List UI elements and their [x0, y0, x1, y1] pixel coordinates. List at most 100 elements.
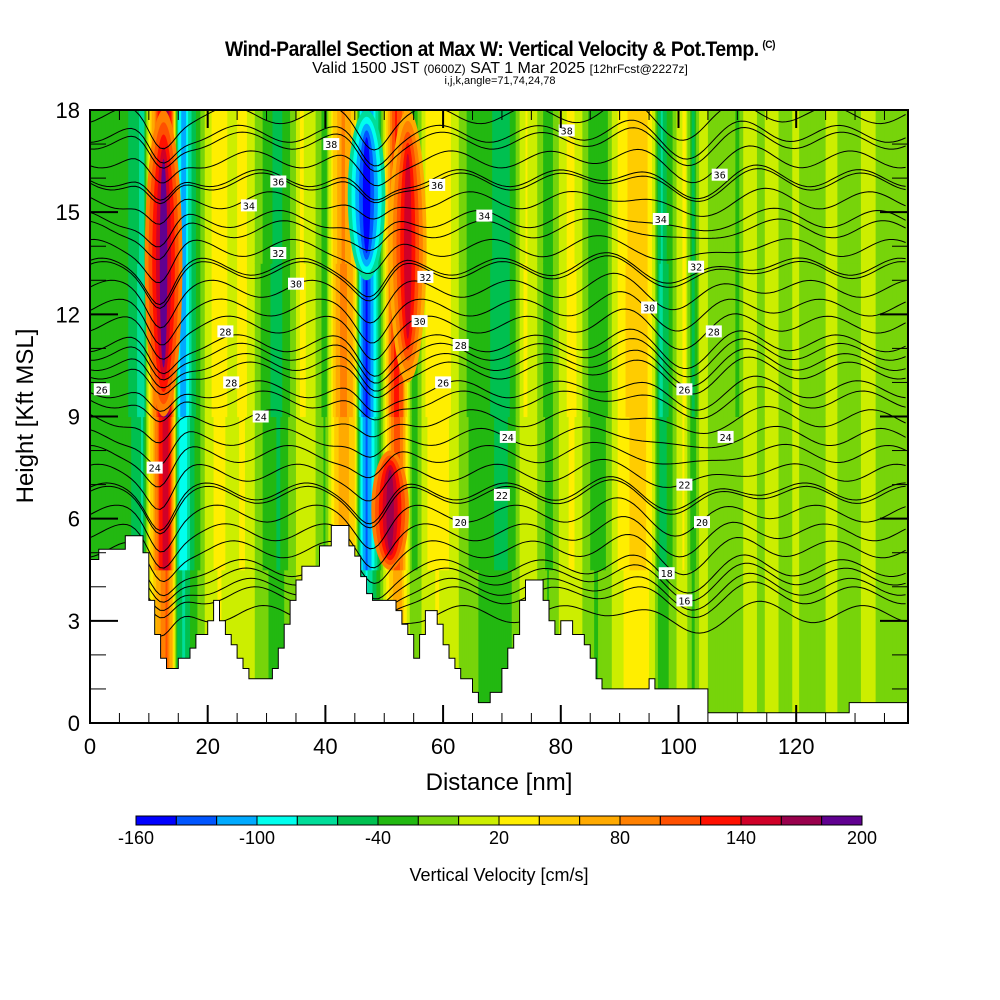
w-cell — [584, 263, 587, 418]
w-cell — [578, 416, 582, 571]
w-cell — [788, 263, 791, 418]
w-cell — [764, 110, 768, 264]
w-cell — [144, 110, 147, 264]
w-cell — [601, 569, 605, 723]
w-cell — [764, 263, 768, 418]
w-cell — [766, 263, 770, 418]
w-cell — [631, 569, 634, 723]
w-cell — [786, 569, 789, 723]
w-cell — [156, 416, 159, 571]
w-cell — [268, 263, 272, 418]
w-cell — [872, 263, 877, 418]
w-cell — [588, 263, 591, 418]
w-cell — [662, 110, 666, 264]
theta-contour-line — [90, 572, 906, 614]
w-cell — [733, 569, 736, 723]
w-cell — [674, 110, 678, 264]
w-cell — [694, 263, 697, 418]
w-cell — [782, 569, 786, 723]
w-cell — [421, 263, 425, 418]
w-cell — [337, 263, 340, 418]
w-cell — [652, 416, 655, 571]
w-cell — [772, 569, 776, 723]
w-cell — [270, 263, 274, 418]
w-cell — [713, 416, 717, 571]
w-cell — [840, 263, 844, 418]
w-cell — [900, 110, 905, 264]
w-cell — [338, 416, 341, 571]
w-cell — [896, 569, 901, 723]
w-cell — [863, 263, 868, 418]
w-cell — [186, 110, 188, 264]
w-cell — [707, 263, 711, 418]
w-cell — [659, 263, 662, 418]
x-tick-label: 80 — [549, 734, 573, 759]
w-cell — [727, 416, 731, 571]
w-cell — [288, 416, 291, 571]
w-cell — [464, 569, 468, 723]
w-cell — [475, 263, 480, 418]
w-cell — [335, 263, 338, 418]
w-cell — [723, 263, 727, 418]
w-cell — [641, 416, 644, 571]
w-cell — [825, 416, 830, 571]
w-cell — [715, 416, 719, 571]
w-cell — [664, 416, 668, 571]
w-cell — [625, 569, 629, 723]
w-cell — [166, 416, 169, 571]
w-cell — [878, 110, 883, 264]
w-cell — [545, 110, 548, 264]
w-cell — [201, 110, 204, 264]
w-cell — [594, 110, 597, 264]
w-cell — [167, 569, 170, 723]
w-cell — [448, 416, 452, 571]
w-cell — [721, 569, 725, 723]
w-cell — [481, 263, 485, 418]
w-cell — [389, 263, 391, 418]
colorbar-swatch — [740, 815, 782, 826]
w-cell — [727, 263, 731, 418]
w-cell — [537, 263, 540, 418]
contour-label-text: 16 — [678, 596, 690, 607]
w-cell — [550, 263, 554, 418]
w-cell — [529, 110, 532, 264]
theta-contour-line — [90, 516, 906, 569]
contour-label-box — [641, 301, 658, 314]
w-cell — [179, 569, 181, 723]
w-cell — [165, 569, 168, 723]
y-tick-label: 12 — [56, 302, 80, 327]
w-cell — [650, 263, 653, 418]
w-cell — [184, 569, 186, 723]
w-cell — [360, 263, 363, 418]
w-cell — [383, 263, 385, 418]
forecast-info: [12hrFcst@2227z] — [589, 62, 688, 76]
w-cell — [617, 110, 621, 264]
w-cell — [657, 263, 660, 418]
w-cell — [644, 110, 647, 264]
w-cell — [799, 110, 803, 264]
w-cell — [828, 569, 833, 723]
w-cell — [637, 110, 640, 264]
w-cell — [694, 110, 697, 264]
w-cell — [672, 569, 676, 723]
w-cell — [572, 110, 576, 264]
w-cell — [656, 416, 659, 571]
w-cell — [458, 569, 462, 723]
w-cell — [578, 263, 582, 418]
w-cell — [475, 110, 480, 264]
w-cell — [243, 416, 246, 571]
w-cell — [866, 110, 871, 264]
w-cell — [185, 110, 187, 264]
contour-label-box — [217, 325, 234, 338]
w-cell — [635, 263, 638, 418]
w-cell — [180, 569, 182, 723]
w-cell — [834, 416, 838, 571]
w-cell — [625, 263, 629, 418]
w-cell — [162, 416, 165, 571]
w-cell — [262, 569, 266, 723]
w-cell — [490, 110, 493, 264]
w-cell — [295, 263, 299, 418]
w-cell — [447, 416, 450, 571]
w-cell — [133, 263, 136, 418]
